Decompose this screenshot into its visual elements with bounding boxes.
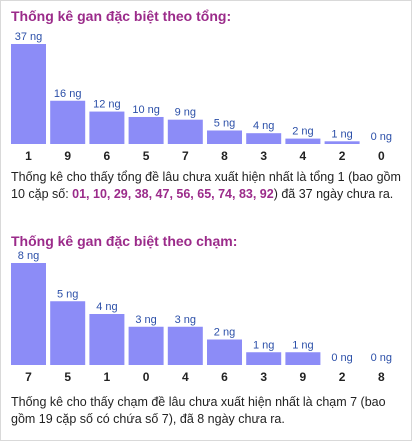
tick-label: 1	[25, 149, 32, 163]
tick-label: 9	[64, 149, 71, 163]
data-label: 9 ng	[175, 107, 196, 119]
gan-tong-bar-chart: 37 ng 1 16 ng 9 12 ng 6 10 ng 5 9 ng 7 5 ng 8 4 ng 3 2…	[11, 31, 392, 163]
desc-text: Thống kê cho thấy tổng đề lâu chưa xuất …	[11, 170, 401, 201]
tick-label: 7	[182, 149, 189, 163]
bar-3	[246, 133, 282, 144]
bar-9	[50, 100, 86, 144]
bar-7	[167, 119, 203, 144]
tick-label: 8	[221, 149, 228, 163]
bar-6	[89, 111, 125, 144]
bar-5	[128, 116, 164, 144]
data-label: 1 ng	[253, 339, 274, 351]
bar-1	[11, 44, 46, 144]
data-label: 4 ng	[96, 301, 117, 313]
data-label: 10 ng	[132, 104, 160, 116]
desc-text: ) đã 37 ngày chưa ra.	[273, 187, 394, 201]
bar-7	[11, 263, 46, 365]
bar-5	[50, 301, 86, 365]
section-desc-tong: Thống kê cho thấy tổng đề lâu chưa xuất …	[11, 169, 407, 203]
data-label: 12 ng	[93, 99, 121, 111]
gan-cham-bar-chart: 8 ng 7 5 ng 5 4 ng 1 3 ng 0 3 ng 4 2 ng 6 1 ng 3 1 ng 9…	[11, 250, 392, 384]
data-label: 0 ng	[331, 352, 352, 364]
tick-label: 7	[25, 370, 32, 384]
data-label: 2 ng	[292, 126, 313, 138]
data-label: 5 ng	[57, 288, 78, 300]
bar-2	[324, 141, 360, 144]
bar-4	[285, 138, 321, 144]
tick-label: 3	[260, 149, 267, 163]
data-label: 3 ng	[135, 314, 156, 326]
data-label: 1 ng	[292, 339, 313, 351]
highlighted-pairs: 01, 10, 29, 38, 47, 56, 65, 74, 83, 92	[72, 187, 274, 201]
tick-label: 5	[143, 149, 150, 163]
bar-6	[207, 339, 242, 365]
tick-label: 4	[300, 149, 307, 163]
bar-9	[285, 352, 321, 365]
section-title-cham: Thống kê gan đặc biệt theo chạm:	[11, 233, 238, 249]
section-title-tong: Thống kê gan đặc biệt theo tổng:	[11, 8, 232, 24]
data-label: 1 ng	[331, 128, 352, 140]
bar-3	[246, 352, 282, 365]
data-label: 5 ng	[214, 117, 235, 129]
tick-label: 1	[104, 370, 111, 384]
data-label: 16 ng	[54, 88, 82, 100]
data-label: 8 ng	[18, 250, 39, 262]
tick-label: 2	[339, 370, 346, 384]
bar-0	[128, 326, 164, 365]
tick-label: 8	[378, 370, 385, 384]
data-label: 2 ng	[214, 327, 235, 339]
tick-label: 3	[260, 370, 267, 384]
tick-label: 9	[300, 370, 307, 384]
tick-label: 4	[182, 370, 189, 384]
data-label: 37 ng	[15, 31, 43, 43]
desc-text: Thống kê cho thấy chạm đề lâu chưa xuất …	[11, 395, 386, 426]
data-label: 0 ng	[371, 131, 392, 143]
data-label: 4 ng	[253, 120, 274, 132]
bar-1	[89, 314, 125, 365]
tick-label: 6	[221, 370, 228, 384]
bar-4	[167, 326, 203, 365]
section-desc-cham: Thống kê cho thấy chạm đề lâu chưa xuất …	[11, 394, 407, 428]
tick-label: 6	[104, 149, 111, 163]
tick-label: 0	[378, 149, 385, 163]
data-label: 0 ng	[371, 352, 392, 364]
tick-label: 2	[339, 149, 346, 163]
data-label: 3 ng	[175, 314, 196, 326]
tick-label: 5	[64, 370, 71, 384]
bar-8	[207, 130, 242, 144]
tick-label: 0	[143, 370, 150, 384]
